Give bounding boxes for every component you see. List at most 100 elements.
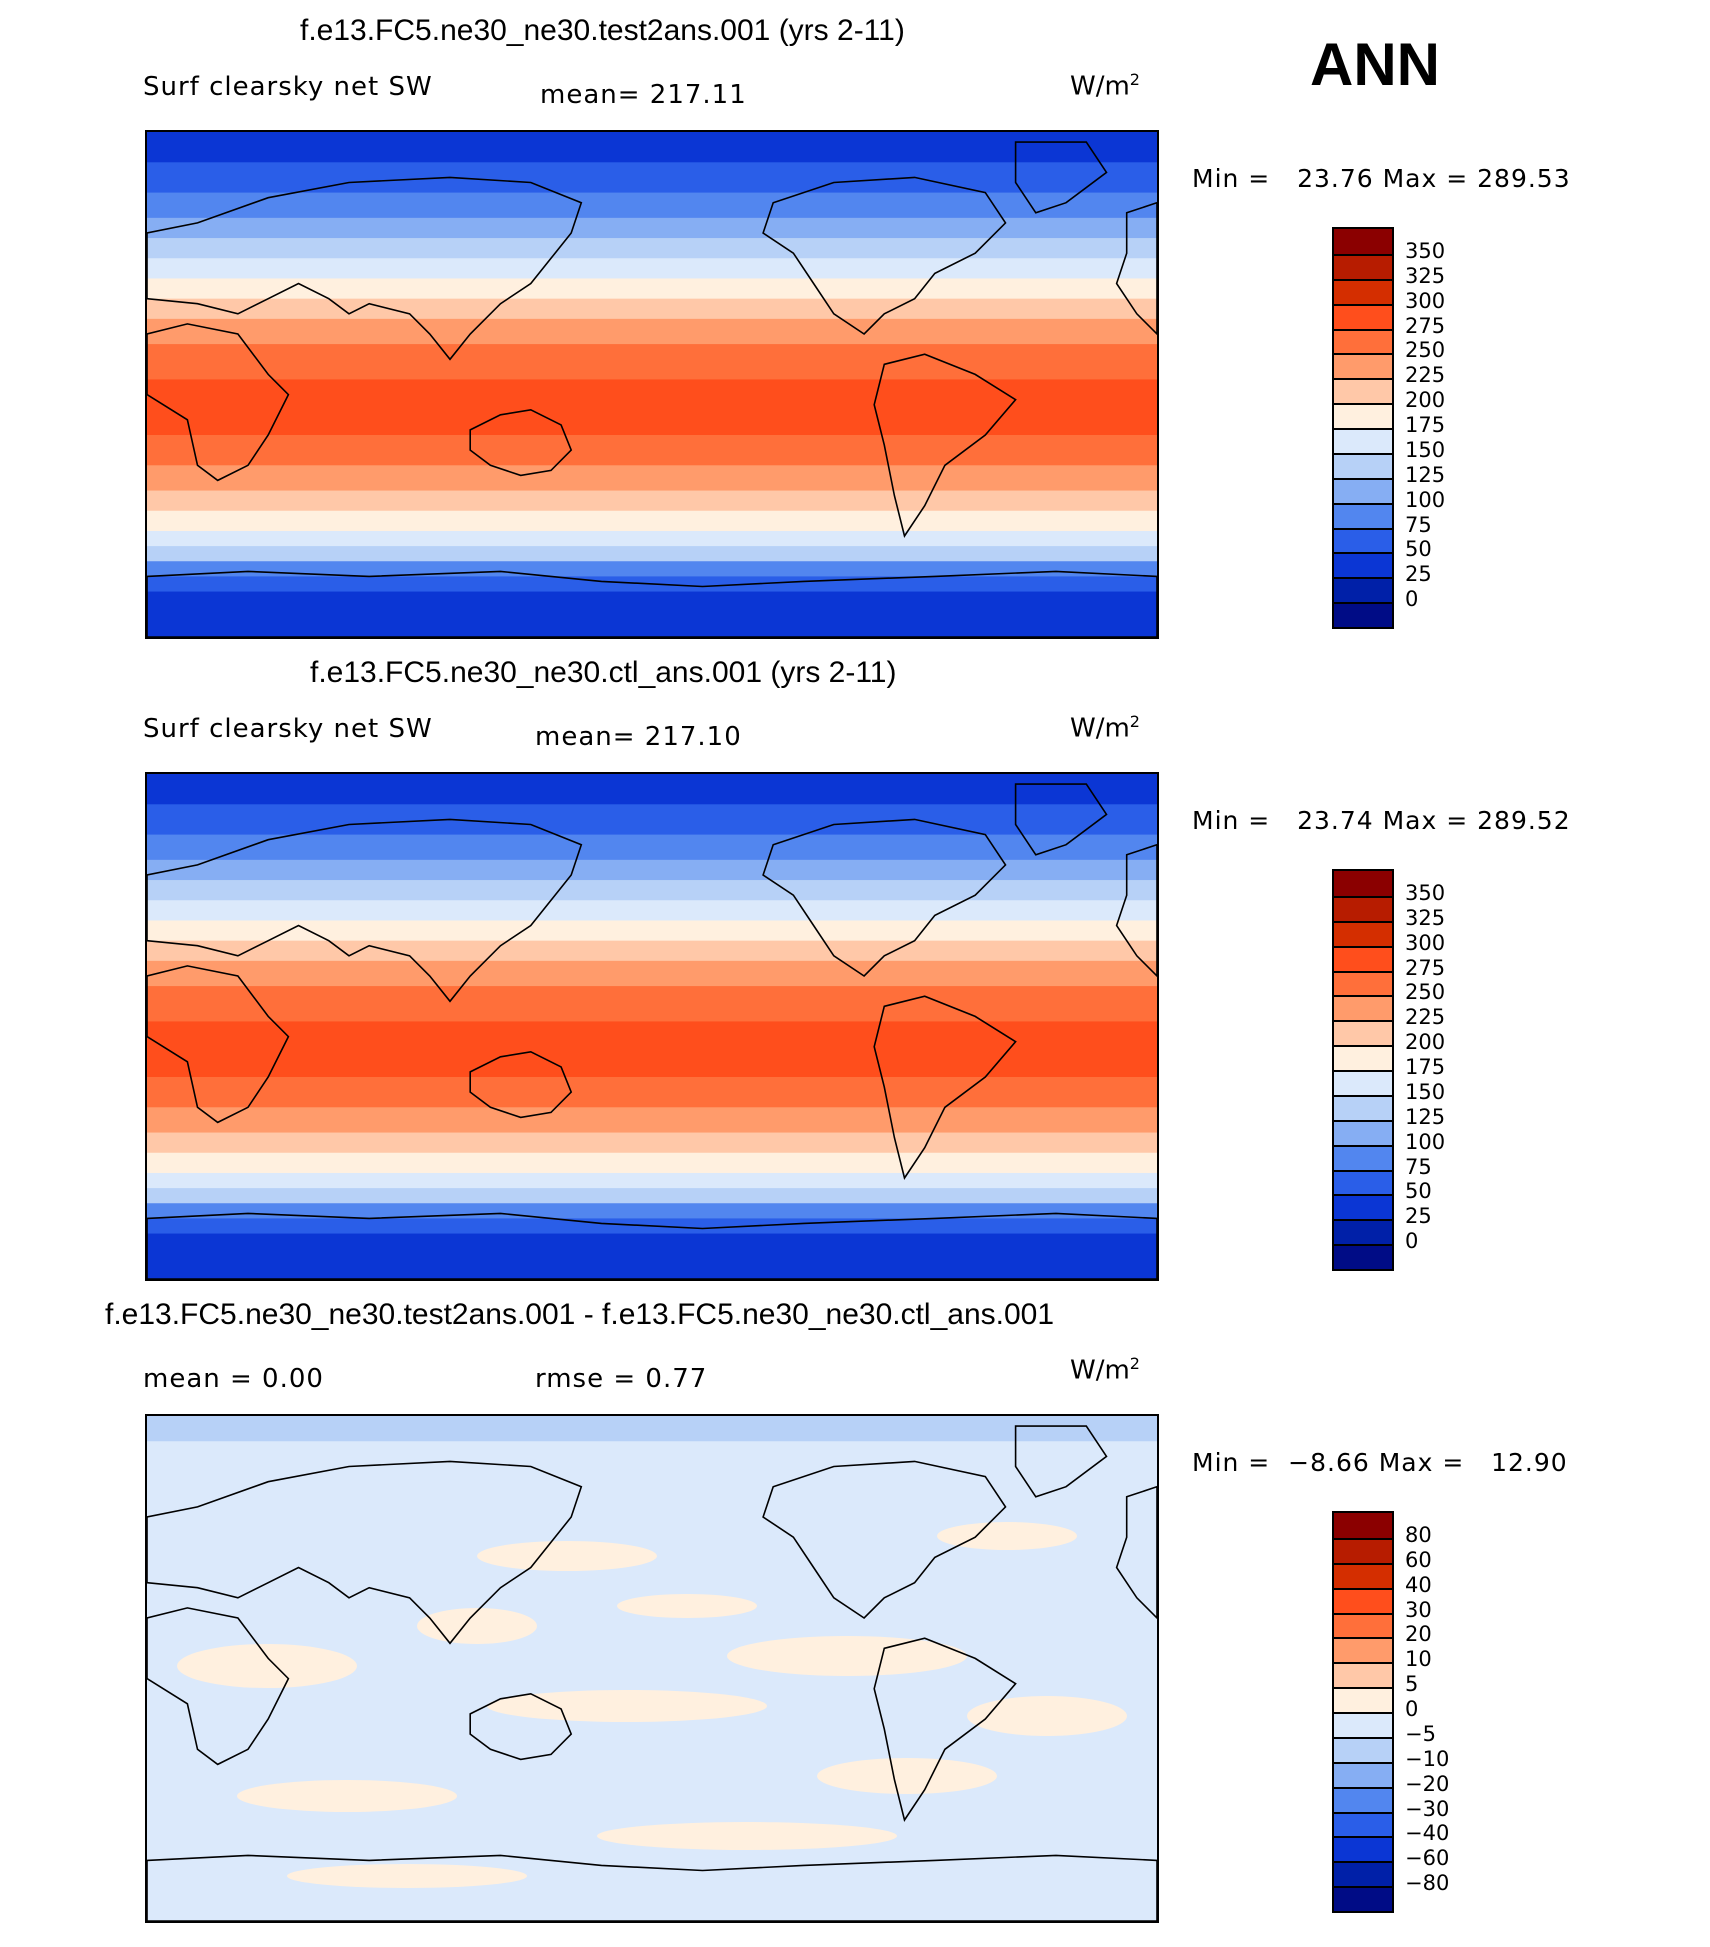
map-band bbox=[147, 217, 1157, 240]
colorbar bbox=[1332, 869, 1394, 1271]
continent-outline bbox=[873, 1637, 1017, 1822]
colorbar-swatch bbox=[1334, 1662, 1392, 1688]
colorbar-tick-label: 50 bbox=[1405, 537, 1432, 562]
colorbar-tick-label: 75 bbox=[1405, 1154, 1432, 1179]
colorbar-swatch bbox=[1334, 428, 1392, 453]
colorbar-swatch bbox=[1334, 303, 1392, 329]
colorbar-swatch bbox=[1334, 278, 1392, 304]
map-band bbox=[147, 546, 1157, 563]
minmax-label: Min = 23.74 Max = 289.52 bbox=[1192, 806, 1571, 835]
colorbar-tick-label: 125 bbox=[1405, 462, 1446, 487]
colorbar-swatch bbox=[1334, 253, 1392, 279]
colorbar-swatch bbox=[1334, 1761, 1392, 1787]
continent-outline bbox=[469, 1692, 573, 1761]
colorbar-swatch bbox=[1334, 477, 1392, 503]
colorbar-swatch bbox=[1334, 229, 1392, 254]
colorbar-tick-label: 150 bbox=[1405, 1079, 1446, 1104]
colorbar-tick-label: 225 bbox=[1405, 1005, 1446, 1030]
colorbar-swatch bbox=[1334, 945, 1392, 971]
colorbar bbox=[1332, 1511, 1394, 1913]
colorbar-swatch bbox=[1334, 1194, 1392, 1220]
variable-label: Surf clearsky net SW bbox=[143, 714, 433, 744]
colorbar-tick-label: 75 bbox=[1405, 512, 1432, 537]
colorbar-swatch bbox=[1334, 1045, 1392, 1070]
map-band bbox=[147, 1172, 1157, 1190]
colorbar-tick-label: 40 bbox=[1405, 1572, 1432, 1597]
variable-label: Surf clearsky net SW bbox=[143, 72, 433, 102]
continent-outline bbox=[147, 1212, 1157, 1279]
colorbar-swatch bbox=[1334, 995, 1392, 1021]
colorbar-tick-label: 80 bbox=[1405, 1522, 1432, 1547]
colorbar-tick-label: 0 bbox=[1405, 1229, 1419, 1254]
map-band bbox=[147, 530, 1157, 548]
colorbar-swatch bbox=[1334, 602, 1392, 627]
colorbar-tick-label: 60 bbox=[1405, 1547, 1432, 1572]
colorbar-swatch bbox=[1334, 1886, 1392, 1911]
colorbar-swatch bbox=[1334, 552, 1392, 578]
continent-outline bbox=[1115, 201, 1157, 336]
map-canvas bbox=[147, 132, 1157, 637]
colorbar-tick-label: 250 bbox=[1405, 338, 1446, 363]
colorbar-swatch bbox=[1334, 328, 1392, 354]
continent-outline bbox=[762, 818, 1007, 978]
continent-outline bbox=[1115, 843, 1157, 978]
map-band bbox=[147, 920, 1157, 942]
colorbar-tick-label: 325 bbox=[1405, 905, 1446, 930]
map-difference bbox=[145, 1414, 1159, 1923]
map-band bbox=[147, 379, 1157, 436]
continent-outline bbox=[873, 353, 1017, 538]
continent-outline bbox=[147, 1460, 583, 1645]
map-band bbox=[147, 510, 1157, 532]
colorbar-tick-label: 125 bbox=[1405, 1104, 1446, 1129]
map-band bbox=[147, 804, 1157, 836]
colorbar-tick-label: 100 bbox=[1405, 1129, 1446, 1154]
colorbar-swatch bbox=[1334, 970, 1392, 996]
map-band bbox=[147, 774, 1157, 806]
map-band bbox=[147, 1188, 1157, 1205]
map-band bbox=[147, 561, 1157, 578]
continent-outline bbox=[147, 965, 290, 1124]
colorbar-tick-label: 150 bbox=[1405, 437, 1446, 462]
colorbar-tick-label: 100 bbox=[1405, 487, 1446, 512]
map-band bbox=[147, 834, 1157, 861]
continent-outline bbox=[469, 1050, 573, 1119]
colorbar-tick-label: 225 bbox=[1405, 363, 1446, 388]
continent-outline bbox=[469, 408, 573, 477]
colorbar-swatch bbox=[1334, 1244, 1392, 1269]
colorbar-swatch bbox=[1334, 1562, 1392, 1588]
colorbar-tick-label: 300 bbox=[1405, 930, 1446, 955]
colorbar-tick-label: 275 bbox=[1405, 313, 1446, 338]
continent-outline bbox=[147, 1854, 1157, 1921]
map-band bbox=[147, 465, 1157, 492]
colorbar-tick-label: 275 bbox=[1405, 955, 1446, 980]
colorbar-swatch bbox=[1334, 1786, 1392, 1812]
colorbar-swatch bbox=[1334, 920, 1392, 946]
colorbar-tick-label: 200 bbox=[1405, 1030, 1446, 1055]
map-band bbox=[147, 880, 1157, 902]
panel-title: f.e13.FC5.ne30_ne30.test2ans.001 (yrs 2-… bbox=[300, 14, 905, 47]
colorbar-swatch bbox=[1334, 895, 1392, 921]
colorbar-tick-label: −10 bbox=[1405, 1746, 1450, 1771]
map-band bbox=[147, 435, 1157, 467]
colorbar-tick-label: −40 bbox=[1405, 1821, 1450, 1846]
colorbar-swatch bbox=[1334, 1094, 1392, 1120]
continent-outline bbox=[147, 570, 1157, 637]
colorbar-swatch bbox=[1334, 1687, 1392, 1712]
colorbar-swatch bbox=[1334, 1020, 1392, 1046]
colorbar-tick-label: 175 bbox=[1405, 1055, 1446, 1079]
colorbar-swatch bbox=[1334, 403, 1392, 428]
colorbar-tick-label: −60 bbox=[1405, 1846, 1450, 1871]
map-band bbox=[147, 1233, 1157, 1279]
mean-label: mean= 217.10 bbox=[535, 722, 742, 752]
map-control bbox=[145, 772, 1159, 1281]
colorbar-swatch bbox=[1334, 1637, 1392, 1663]
colorbar-swatch bbox=[1334, 1811, 1392, 1837]
colorbar-swatch bbox=[1334, 1836, 1392, 1862]
map-band bbox=[147, 1132, 1157, 1154]
colorbar-tick-label: 250 bbox=[1405, 980, 1446, 1005]
map-canvas bbox=[147, 774, 1157, 1279]
colorbar-swatch bbox=[1334, 1712, 1392, 1737]
colorbar-swatch bbox=[1334, 1513, 1392, 1538]
colorbar-swatch bbox=[1334, 502, 1392, 528]
map-band bbox=[147, 940, 1157, 962]
